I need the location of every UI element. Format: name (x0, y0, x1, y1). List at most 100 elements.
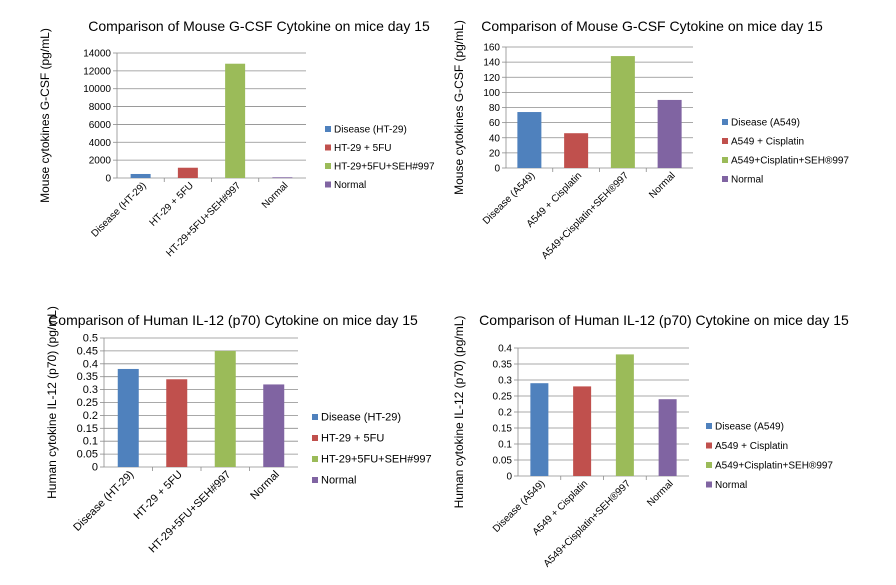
legend-swatch (312, 477, 318, 483)
x-tick-label: HT-29 + 5FU (132, 469, 185, 522)
y-tick-label: 40 (489, 133, 501, 144)
legend-entry: Disease (A549) (731, 118, 800, 129)
y-axis-label: Mouse cytokines G-CSF (pg/mL) (452, 20, 466, 195)
x-tick-label: Normal (260, 180, 291, 211)
y-axis-label: Mouse cytokines G-CSF (pg/mL) (38, 28, 52, 203)
y-tick-label: 0.2 (498, 408, 512, 419)
legend: Disease (HT-29) HT-29 + 5FU HT-29+5FU+SEH#… (325, 125, 435, 191)
bar-1 (517, 112, 542, 168)
y-tick-label: 20 (489, 148, 501, 159)
y-tick-label: 14000 (83, 49, 111, 60)
bar-1 (130, 173, 151, 178)
legend-entry: A549 + Cisplatin (715, 441, 788, 452)
y-tick-label: 0.25 (493, 392, 513, 403)
chart-4: Comparison of Human IL-12 (p70) Cytokine… (452, 312, 849, 570)
legend-entry: HT-29 + 5FU (321, 433, 384, 445)
legend-swatch (312, 414, 318, 420)
y-tick-label: 0.35 (77, 371, 98, 383)
y-tick-label: 120 (483, 73, 500, 84)
bar-2 (564, 133, 589, 168)
legend-swatch (312, 435, 318, 441)
legend-entry: A549 + Cisplatin (731, 137, 804, 148)
bar-4 (657, 99, 682, 168)
y-tick-label: 0.5 (83, 333, 98, 345)
legend-swatch (722, 138, 728, 144)
legend-swatch (706, 442, 712, 449)
legend-swatch (722, 157, 728, 163)
legend-entry: Disease (HT-29) (334, 125, 407, 136)
y-tick-label: 0.35 (493, 360, 513, 371)
legend-entry: Normal (334, 180, 366, 191)
bar-3 (610, 56, 635, 169)
legend-entry: HT-29+5FU+SEH#997 (321, 454, 432, 466)
y-tick-label: 80 (489, 103, 501, 114)
x-tick-label: Disease (HT-29) (89, 180, 148, 239)
legend-swatch (706, 462, 712, 468)
x-tick-label: HT-29 + 5FU (148, 180, 196, 228)
y-tick-label: 12000 (83, 66, 111, 77)
chart-1: Comparison of Mouse G-CSF Cytokine on mi… (38, 18, 435, 259)
legend-swatch (325, 163, 331, 169)
legend-swatch (722, 119, 728, 125)
chart-title: Comparison of Human IL-12 (p70) Cytokine… (479, 312, 849, 328)
legend-swatch (325, 181, 331, 188)
y-tick-label: 2000 (89, 156, 112, 167)
legend-entry: Normal (731, 175, 763, 186)
y-tick-label: 0 (105, 174, 111, 185)
x-tick-label: Normal (647, 170, 678, 201)
bar-2 (573, 386, 592, 476)
y-tick-label: 0 (92, 462, 98, 474)
y-tick-label: 0 (494, 164, 500, 175)
y-tick-label: 0.4 (498, 344, 512, 355)
bar-4 (263, 384, 285, 467)
y-tick-label: 0.3 (83, 384, 98, 396)
legend: Disease (A549) A549 + Cisplatin A549+Cispl… (722, 118, 849, 186)
y-tick-label: 0.15 (493, 424, 513, 435)
y-tick-label: 0.4 (83, 358, 98, 370)
bar-3 (214, 350, 236, 467)
bar-3 (615, 354, 634, 476)
y-tick-label: 100 (483, 88, 500, 99)
y-tick-label: 140 (483, 58, 500, 69)
y-tick-label: 0.05 (77, 449, 98, 461)
legend-swatch (706, 481, 712, 488)
bar-1 (117, 368, 139, 467)
y-tick-label: 160 (483, 43, 500, 54)
bar-2 (177, 167, 198, 178)
legend-swatch (722, 176, 728, 182)
y-axis-label: Human cytokine IL-12 (p70) (pg/mL) (452, 316, 466, 509)
legend-swatch (312, 456, 318, 462)
chart-3: Comparison of Human IL-12 (p70) Cytokine… (45, 306, 432, 555)
y-tick-label: 8000 (89, 102, 112, 113)
x-tick-label: A549+Cisplatin+SEH®997 (540, 170, 632, 262)
legend-swatch (706, 423, 712, 429)
y-tick-label: 4000 (89, 138, 112, 149)
legend-entry: Disease (HT-29) (321, 412, 401, 424)
chart-title: Comparison of Human IL-12 (p70) Cytokine… (48, 312, 418, 328)
x-tick-label: Disease (HT-29) (71, 469, 136, 534)
legend-entry: Normal (715, 480, 747, 491)
legend-swatch (325, 126, 331, 132)
x-tick-label: HT-29+5FU+SEH#997 (147, 469, 234, 556)
y-tick-label: 10000 (83, 84, 111, 95)
x-tick-label: A549+Cisplatin+SEH®997 (542, 478, 634, 570)
y-tick-label: 0.3 (498, 376, 512, 387)
legend: Disease (A549) A549 + Cisplatin A549+Cispl… (706, 422, 833, 491)
y-tick-label: 0.25 (77, 397, 98, 409)
y-tick-label: 0 (506, 472, 512, 483)
legend-swatch (325, 144, 331, 151)
y-tick-label: 0.1 (498, 440, 512, 451)
legend-entry: Disease (A549) (715, 422, 784, 433)
y-tick-label: 0.15 (77, 423, 98, 435)
legend-entry: A549+Cisplatin+SEH®997 (731, 156, 849, 167)
bar-4 (658, 399, 677, 476)
y-tick-label: 0.1 (83, 436, 98, 448)
chart-title: Comparison of Mouse G-CSF Cytokine on mi… (481, 18, 823, 34)
chart-2: Comparison of Mouse G-CSF Cytokine on mi… (452, 18, 849, 262)
legend-entry: HT-29+5FU+SEH#997 (334, 162, 435, 173)
x-tick-label: Normal (645, 478, 676, 509)
legend: Disease (HT-29) HT-29 + 5FU HT-29+5FU+SEH#… (312, 412, 432, 487)
chart-title: Comparison of Mouse G-CSF Cytokine on mi… (88, 18, 430, 34)
legend-entry: A549+Cisplatin+SEH®997 (715, 461, 833, 472)
